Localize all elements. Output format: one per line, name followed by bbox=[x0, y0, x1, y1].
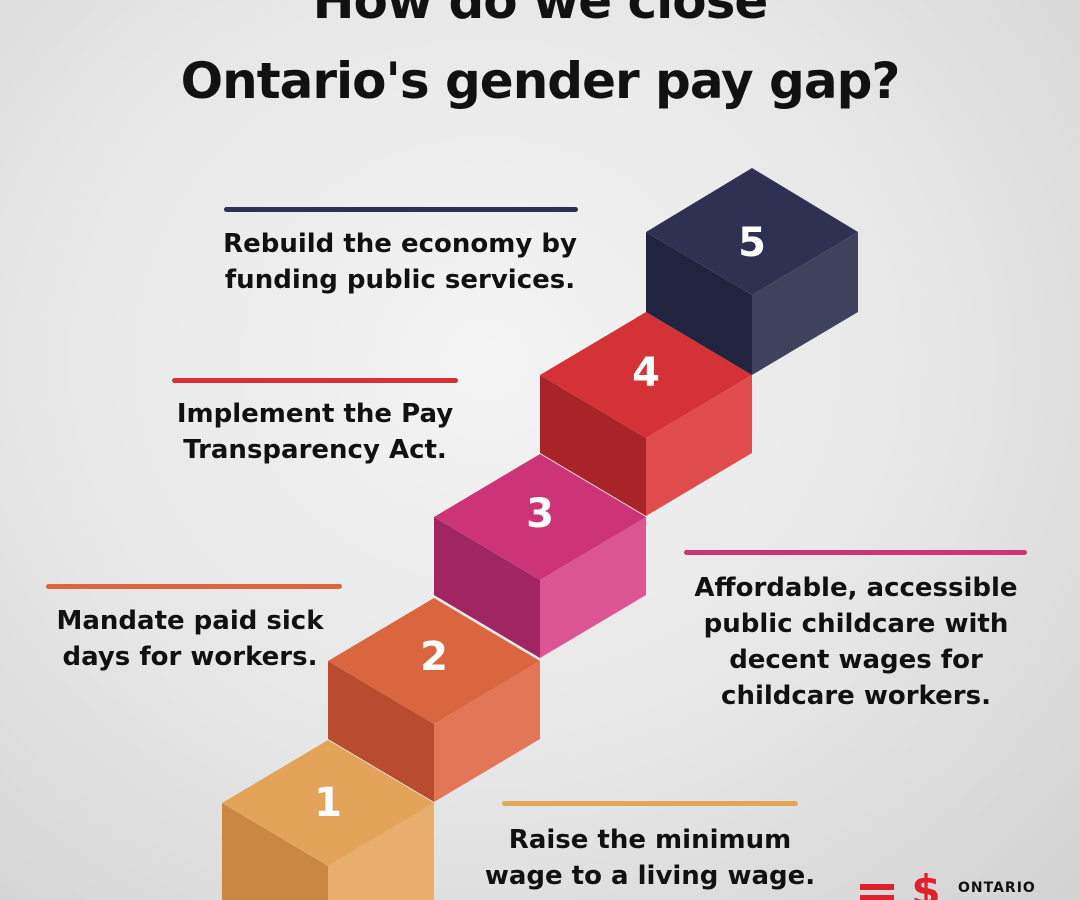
step-3-caption-line-4: childcare workers. bbox=[721, 681, 991, 711]
page-title-line-1: How do we close bbox=[312, 0, 769, 30]
equal-pay-logo-icon: $ bbox=[860, 866, 941, 900]
cube-2-left-face bbox=[328, 661, 434, 802]
step-4-caption-line-1: Implement the Pay bbox=[176, 399, 454, 429]
cube-2-right-face bbox=[434, 661, 540, 802]
cube-3-right-face bbox=[540, 517, 646, 658]
svg-text:$: $ bbox=[911, 866, 940, 900]
cube-1-left-face bbox=[222, 803, 328, 900]
cube-4-left-face bbox=[540, 375, 646, 516]
cube-5-left-face bbox=[646, 232, 752, 375]
step-3-rule bbox=[684, 550, 1027, 555]
step-1-caption-line-2: wage to a living wage. bbox=[484, 861, 816, 891]
cube-5-top-face bbox=[646, 168, 858, 295]
cube-1-right-face bbox=[328, 803, 434, 900]
logo-ontario-text: ONTARIO bbox=[958, 880, 1036, 896]
cube-1: 1 bbox=[222, 740, 434, 900]
step-1-rule bbox=[502, 801, 798, 806]
step-5-caption-line-1: Rebuild the economy by bbox=[223, 229, 577, 259]
cube-2-top-face bbox=[328, 598, 540, 724]
step-4-number: 4 bbox=[632, 350, 660, 396]
cube-3-left-face bbox=[434, 517, 540, 658]
step-2-caption-line-2: days for workers. bbox=[62, 642, 318, 672]
step-3-caption: Affordable, accessible public childcare … bbox=[672, 570, 1040, 714]
cube-4-right-face bbox=[646, 375, 752, 516]
cube-1-top-face bbox=[222, 740, 434, 866]
page-title-line-2: Ontario's gender pay gap? bbox=[180, 52, 901, 110]
cube-5-right-face bbox=[752, 232, 858, 375]
step-2-rule bbox=[46, 584, 342, 589]
step-4-caption: Implement the Pay Transparency Act. bbox=[140, 396, 490, 468]
step-2-caption: Mandate paid sick days for workers. bbox=[20, 603, 360, 675]
step-1-caption-line-1: Raise the minimum bbox=[508, 825, 792, 855]
step-3-caption-line-2: public childcare with bbox=[703, 609, 1009, 639]
step-5-caption: Rebuild the economy by funding public se… bbox=[190, 226, 610, 298]
step-3-caption-line-1: Affordable, accessible bbox=[694, 573, 1018, 603]
step-2-caption-line-1: Mandate paid sick bbox=[56, 606, 324, 636]
step-2-number: 2 bbox=[420, 634, 448, 680]
cube-2: 2 bbox=[328, 598, 540, 802]
step-1-number: 1 bbox=[314, 780, 342, 826]
step-3-caption-line-3: decent wages for bbox=[729, 645, 983, 675]
step-5-rule bbox=[224, 207, 578, 212]
step-3-number: 3 bbox=[526, 491, 554, 537]
cube-3: 3 bbox=[434, 454, 646, 658]
step-4-caption-line-2: Transparency Act. bbox=[183, 435, 447, 465]
step-4-rule bbox=[172, 378, 458, 383]
step-5-caption-line-2: funding public services. bbox=[224, 265, 576, 295]
step-5-number: 5 bbox=[738, 220, 766, 266]
cube-5: 5 bbox=[646, 168, 858, 375]
step-1-caption: Raise the minimum wage to a living wage. bbox=[460, 822, 840, 894]
cube-3-top-face bbox=[434, 454, 646, 580]
